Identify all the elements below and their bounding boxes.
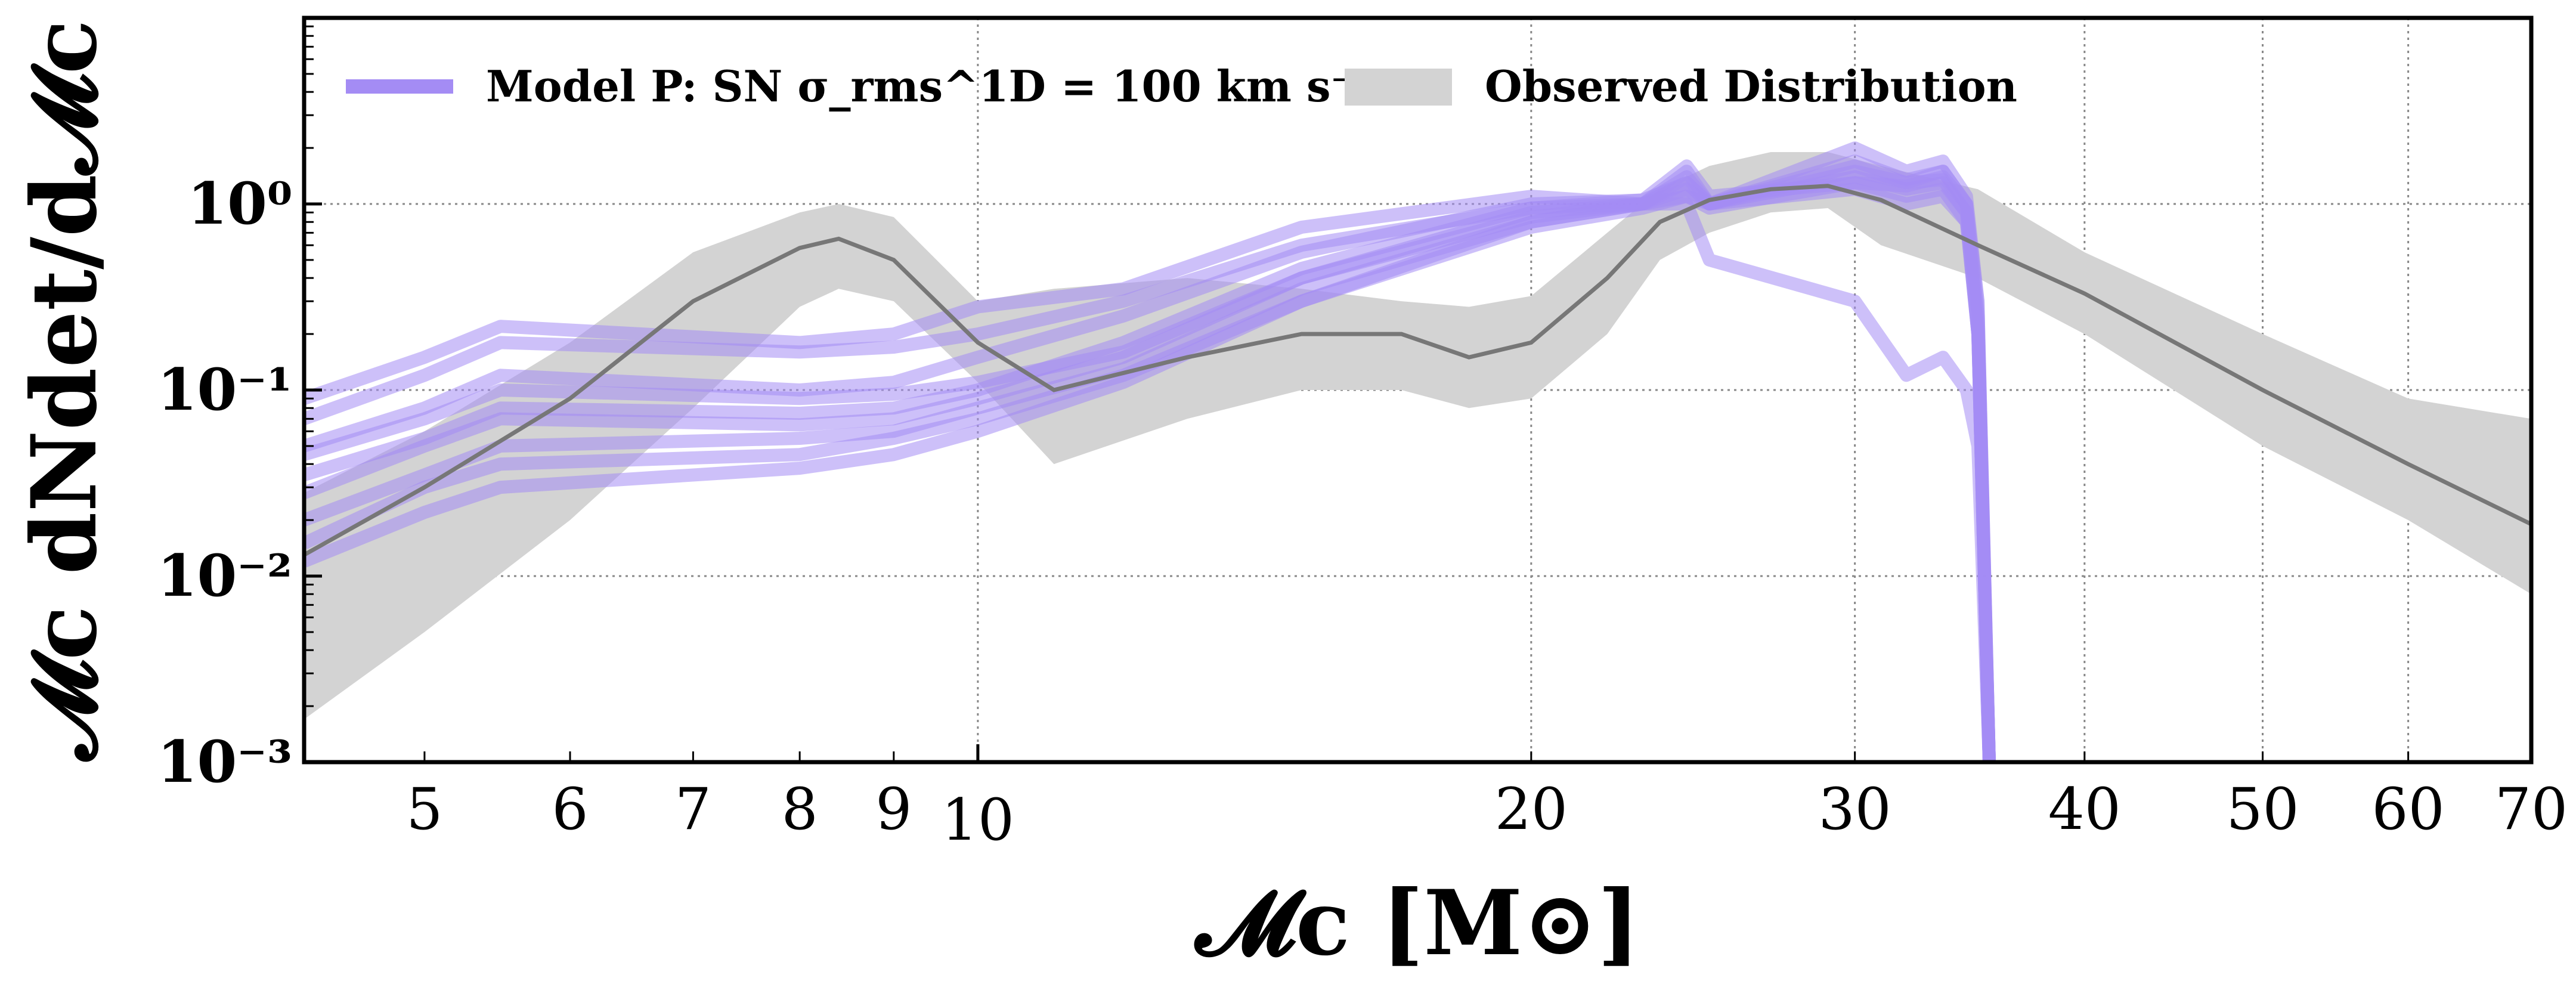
x-tick-label: 5	[406, 776, 442, 843]
x-tick-label: 8	[782, 776, 818, 843]
y-tick-label: 10⁰	[187, 170, 292, 237]
x-tick-label: 7	[675, 776, 711, 843]
y-axis-label: 𝓜c dNdet/d𝓜c	[12, 20, 117, 762]
x-tick-label: 50	[2226, 776, 2299, 843]
x-tick-label: 40	[2048, 776, 2121, 843]
x-tick-label: 6	[552, 776, 588, 843]
axis-ticks	[304, 25, 2532, 764]
x-tick-label: 20	[1495, 776, 1568, 843]
model-series-line	[304, 176, 1996, 762]
observed-median-path	[304, 184, 2531, 557]
x-tick-label: 30	[1819, 776, 1891, 843]
model-series-line	[304, 159, 1996, 762]
y-tick-label: 10⁻²	[157, 542, 292, 609]
legend-observed-label: Observed Distribution	[1485, 61, 2017, 112]
x-tick-label: 10	[942, 787, 1014, 853]
x-axis-label: 𝓜c [M⊙]	[1194, 871, 1640, 976]
x-tick-label: 9	[875, 776, 912, 843]
model-series-group	[304, 141, 1996, 762]
x-tick-label: 70	[2495, 776, 2568, 843]
y-tick-label: 10⁻¹	[157, 356, 292, 423]
x-tick-label: 60	[2372, 776, 2445, 843]
axis-tick-labels: 10⁰ 10⁻¹ 10⁻² 10⁻³ 5 6 7 8 9 10 20 30 40 50 60 70	[157, 170, 2568, 853]
legend: Model P: SN σ_rms^1D = 100 km s⁻¹ Observ…	[346, 61, 2017, 112]
legend-observed-swatch	[1345, 69, 1452, 106]
y-tick-label: 10⁻³	[157, 728, 292, 796]
legend-model-label: Model P: SN σ_rms^1D = 100 km s⁻¹	[486, 61, 1372, 112]
observed-median-line	[304, 184, 2531, 557]
